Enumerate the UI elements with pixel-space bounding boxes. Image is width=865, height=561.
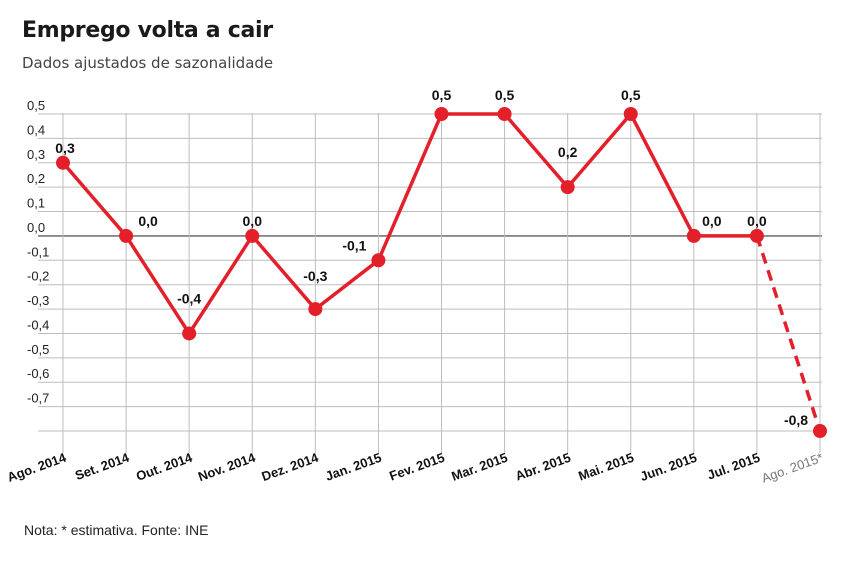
y-tick-label: -0,6 — [27, 366, 49, 381]
data-label: -0,8 — [784, 412, 808, 428]
x-tick-label: Jul. 2015 — [705, 450, 762, 483]
x-tick-label: Dez. 2014 — [260, 449, 322, 484]
grid-lines — [38, 113, 822, 453]
data-point — [308, 302, 323, 317]
data-point — [371, 253, 386, 268]
data-point — [813, 424, 827, 438]
chart-title: Emprego volta a cair — [22, 18, 273, 43]
data-point — [119, 228, 134, 243]
y-tick-label: -0,1 — [27, 244, 49, 259]
data-point — [56, 155, 70, 170]
data-label: 0,2 — [558, 144, 578, 160]
data-label: 0,0 — [243, 213, 263, 229]
x-tick-label: Out. 2014 — [134, 449, 195, 483]
data-points — [56, 107, 827, 438]
y-tick-label: 0,4 — [27, 122, 45, 137]
data-label: 0,0 — [747, 213, 767, 229]
series-segment — [187, 234, 254, 336]
series-line — [61, 112, 822, 432]
y-tick-label: -0,3 — [27, 293, 49, 308]
series-segment-estimate — [755, 235, 822, 432]
y-tick-label: 0,3 — [27, 147, 45, 162]
data-point — [434, 107, 449, 121]
x-tick-label: Abr. 2015 — [513, 450, 572, 484]
x-tick-label: Mar. 2015 — [449, 450, 509, 484]
y-tick-label: -0,4 — [27, 317, 49, 332]
series-segment — [313, 258, 381, 311]
footnote: Nota: * estimativa. Fonte: INE — [24, 522, 209, 538]
y-tick-label: -0,7 — [27, 391, 49, 406]
series-segment — [565, 112, 633, 189]
x-tick-label: Fev. 2015 — [387, 450, 446, 484]
data-label: -0,4 — [177, 290, 201, 306]
data-label: 0,5 — [621, 87, 641, 103]
data-labels: 0,3 0,0 -0,4 0,0 -0,3 -0,1 0,5 0,5 0,2 0,5 0,0 0,0 -… — [55, 87, 808, 428]
y-tick-label: 0,0 — [27, 220, 45, 235]
chart-subtitle: Dados ajustados de sazonalidade — [22, 54, 274, 72]
data-point — [749, 228, 764, 243]
data-label: 0,3 — [55, 140, 75, 156]
y-tick-label: -0,5 — [27, 342, 49, 357]
data-point — [560, 180, 575, 195]
x-tick-label: Mai. 2015 — [576, 450, 635, 484]
data-point — [497, 107, 512, 121]
data-label: -0,3 — [303, 268, 327, 284]
y-tick-label: 0,2 — [27, 171, 45, 186]
data-label: 0,0 — [138, 213, 158, 229]
x-tick-label: Jun. 2015 — [638, 450, 699, 484]
x-tick-label: Ago. 2015* — [759, 450, 825, 486]
data-label: -0,1 — [342, 237, 366, 253]
y-tick-label: -0,2 — [27, 269, 49, 284]
series-segment — [61, 161, 128, 238]
data-point — [245, 228, 260, 243]
series-segment — [629, 112, 696, 238]
series-segment — [502, 112, 570, 189]
x-tick-label: Ago. 2014 — [5, 449, 69, 484]
data-label: 0,0 — [702, 213, 722, 229]
x-tick-label: Jan. 2015 — [323, 450, 383, 484]
y-axis-ticks: 0,5 0,4 0,3 0,2 0,1 0,0 -0,1 -0,2 -0,3 -0,4 -0,5 -0… — [27, 98, 49, 406]
y-tick-label: 0,1 — [27, 196, 45, 211]
series-segment — [124, 234, 191, 336]
x-tick-label: Nov. 2014 — [196, 449, 258, 484]
y-tick-label: 0,5 — [27, 98, 45, 113]
x-tick-label: Set. 2014 — [73, 449, 132, 483]
data-point — [623, 107, 638, 121]
x-axis-ticks: Ago. 2014 Set. 2014 Out. 2014 Nov. 2014 Dez.… — [5, 449, 825, 485]
series-segment — [376, 112, 444, 263]
data-label: 0,5 — [432, 87, 452, 103]
data-point — [182, 326, 197, 341]
data-label: 0,5 — [495, 87, 515, 103]
series-segment — [250, 234, 318, 311]
data-point — [686, 228, 701, 243]
